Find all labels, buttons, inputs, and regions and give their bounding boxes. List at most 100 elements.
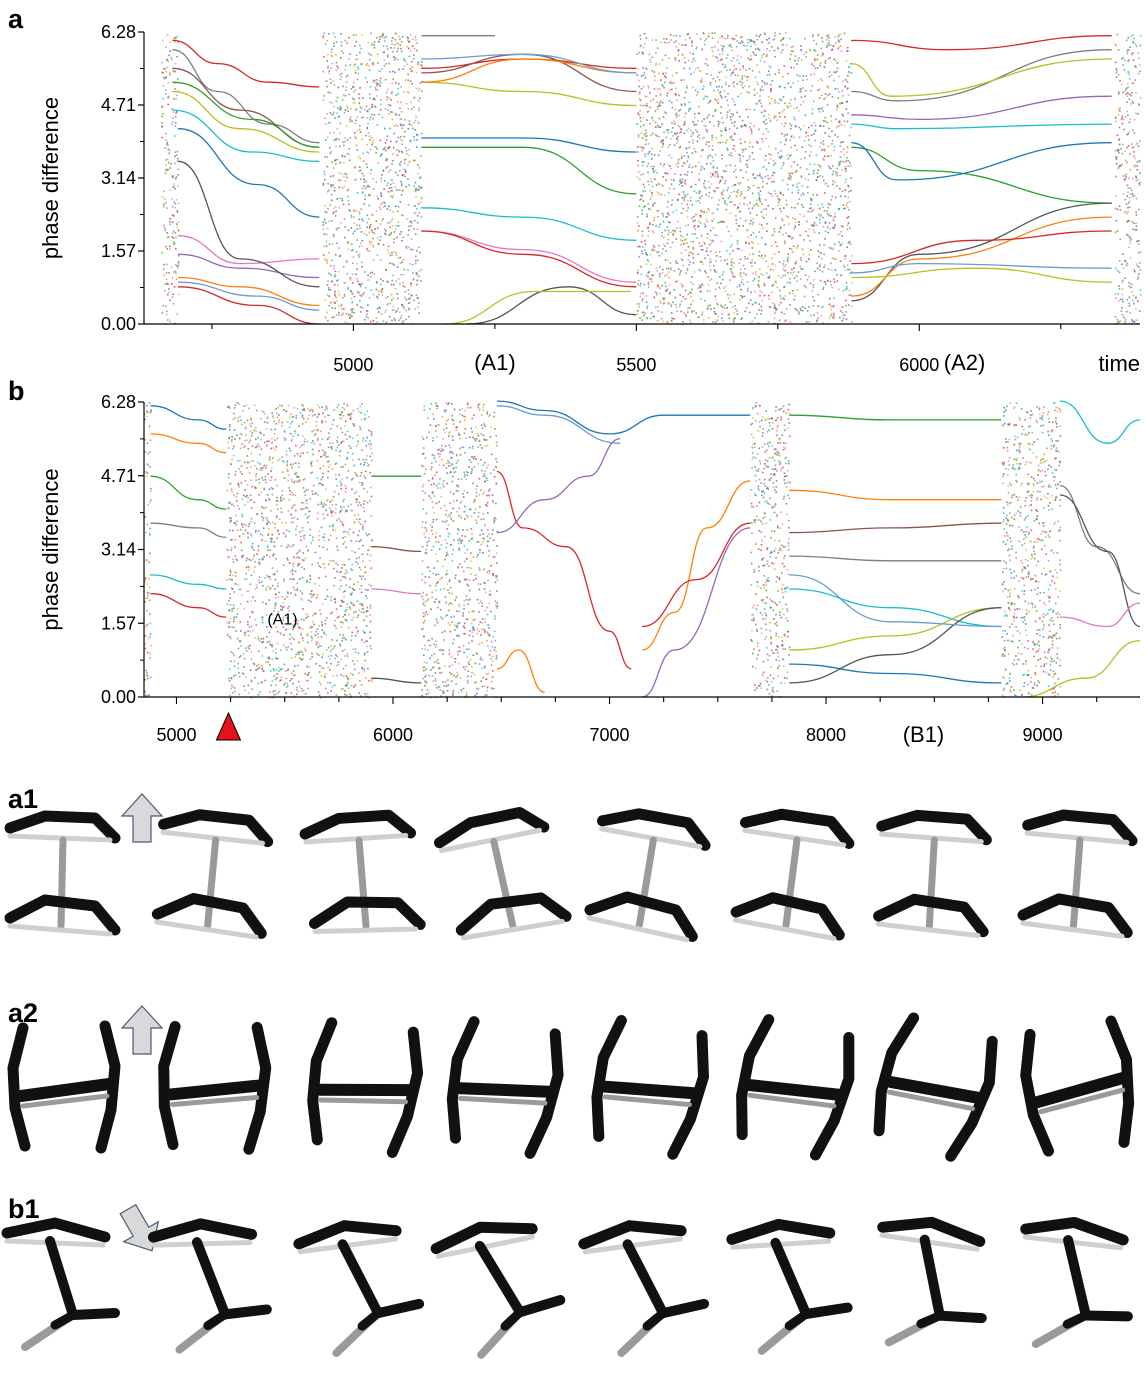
noise-point [763, 121, 765, 123]
noise-point [1117, 293, 1120, 295]
noise-point [357, 254, 360, 257]
noise-point [747, 178, 749, 181]
noise-point [285, 629, 287, 631]
noise-point [353, 295, 356, 298]
noise-point [746, 79, 748, 82]
noise-point [757, 205, 760, 207]
noise-point [701, 245, 703, 247]
noise-point [1118, 108, 1120, 110]
noise-point [762, 186, 764, 188]
noise-point [739, 258, 742, 261]
noise-point [169, 217, 171, 220]
noise-point [807, 134, 810, 137]
noise-point [782, 37, 785, 39]
noise-point [826, 213, 829, 215]
noise-point [805, 286, 807, 289]
series-line [421, 146, 637, 195]
noise-point [413, 58, 415, 60]
noise-point [800, 259, 802, 261]
noise-point [329, 175, 332, 178]
noise-point [819, 64, 822, 67]
noise-point [651, 167, 654, 170]
noise-point [364, 318, 366, 321]
noise-point [680, 157, 683, 159]
noise-point [709, 239, 711, 241]
noise-point [358, 212, 361, 215]
noise-point [244, 578, 246, 581]
noise-point [684, 91, 687, 94]
noise-point [820, 214, 822, 217]
noise-point [818, 107, 821, 110]
noise-point [326, 294, 329, 296]
noise-point [645, 135, 648, 137]
noise-point [419, 97, 421, 99]
noise-point [724, 95, 727, 98]
noise-point [387, 104, 390, 106]
noise-point [1115, 71, 1118, 74]
noise-point [342, 537, 344, 539]
noise-point [410, 220, 412, 223]
noise-point [740, 281, 743, 284]
noise-point [840, 50, 843, 52]
noise-point [1128, 196, 1131, 199]
noise-point [735, 34, 738, 37]
noise-point [366, 609, 369, 612]
noise-point [369, 116, 372, 119]
noise-point [328, 70, 331, 72]
noise-point [802, 100, 805, 103]
noise-point [395, 310, 398, 312]
noise-point [775, 147, 777, 150]
noise-point [332, 113, 334, 116]
noise-point [651, 158, 653, 160]
noise-point [405, 247, 408, 249]
noise-point [749, 40, 752, 42]
noise-point [297, 556, 299, 558]
noise-point [149, 633, 152, 635]
noise-point [167, 319, 169, 321]
noise-point [735, 176, 738, 179]
noise-point [240, 433, 243, 436]
noise-point [768, 41, 771, 44]
noise-point [333, 84, 336, 86]
noise-point [390, 219, 393, 222]
noise-point [849, 227, 851, 229]
noise-point [713, 234, 716, 236]
noise-point [1122, 118, 1125, 121]
noise-point [170, 57, 173, 59]
noise-point [639, 125, 642, 128]
noise-point [267, 661, 269, 663]
noise-point [177, 260, 180, 263]
noise-point [1139, 310, 1141, 312]
noise-point [356, 239, 358, 241]
noise-point [774, 162, 777, 164]
noise-point [839, 233, 841, 235]
noise-point [273, 420, 276, 423]
noise-point [670, 305, 672, 307]
noise-point [166, 143, 168, 146]
noise-point [263, 488, 266, 491]
noise-point [690, 73, 692, 75]
noise-point [660, 100, 662, 102]
noise-point [711, 173, 714, 175]
noise-point [823, 148, 826, 151]
noise-point [701, 283, 703, 286]
noise-point [708, 317, 710, 319]
noise-point [277, 508, 279, 510]
noise-point [1120, 58, 1123, 60]
noise-point [661, 284, 664, 287]
noise-point [343, 655, 346, 657]
noise-point [726, 189, 729, 192]
noise-point [689, 52, 691, 54]
noise-point [715, 80, 717, 82]
noise-point [758, 194, 761, 196]
noise-point [782, 297, 785, 300]
noise-point [688, 251, 690, 254]
noise-point [763, 53, 765, 55]
noise-point [260, 469, 263, 471]
noise-point [241, 672, 244, 675]
noise-point [645, 143, 647, 146]
noise-point [821, 175, 824, 178]
noise-point [412, 38, 414, 40]
noise-point [831, 96, 834, 98]
noise-point [734, 74, 737, 76]
